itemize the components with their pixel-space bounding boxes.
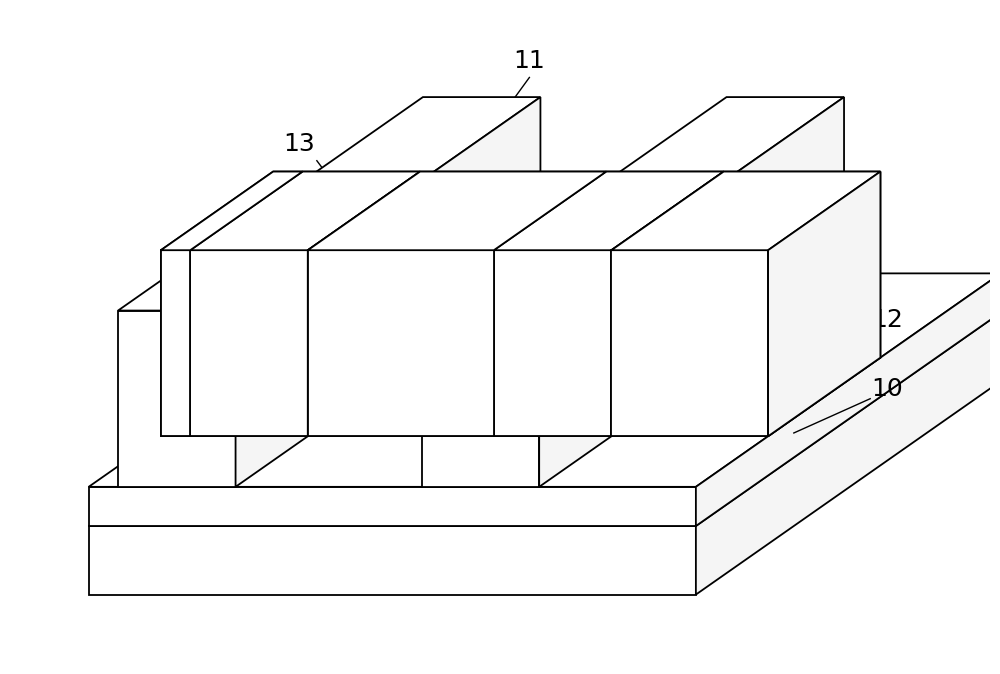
Polygon shape <box>161 172 880 250</box>
Polygon shape <box>611 250 768 436</box>
Polygon shape <box>611 172 880 250</box>
Text: 10: 10 <box>871 377 903 401</box>
Polygon shape <box>118 97 540 311</box>
Polygon shape <box>89 526 696 594</box>
Polygon shape <box>161 250 190 436</box>
Polygon shape <box>118 311 236 487</box>
Text: 13: 13 <box>283 132 315 156</box>
Polygon shape <box>89 313 1000 526</box>
Polygon shape <box>539 97 844 487</box>
Polygon shape <box>236 97 540 487</box>
Polygon shape <box>308 172 606 250</box>
Polygon shape <box>422 97 844 311</box>
Polygon shape <box>696 313 1000 594</box>
Polygon shape <box>768 172 880 436</box>
Text: 12: 12 <box>871 308 903 332</box>
Polygon shape <box>768 172 880 436</box>
Polygon shape <box>494 172 724 250</box>
Polygon shape <box>494 250 611 436</box>
Polygon shape <box>190 172 420 250</box>
Polygon shape <box>611 172 724 436</box>
Polygon shape <box>696 274 1000 526</box>
Polygon shape <box>190 250 308 436</box>
Polygon shape <box>89 487 696 526</box>
Polygon shape <box>273 172 880 358</box>
Polygon shape <box>422 311 539 487</box>
Polygon shape <box>161 172 303 250</box>
Text: 11: 11 <box>514 49 545 73</box>
Polygon shape <box>89 274 1000 487</box>
Polygon shape <box>308 172 420 436</box>
Polygon shape <box>308 250 494 436</box>
Polygon shape <box>161 250 768 436</box>
